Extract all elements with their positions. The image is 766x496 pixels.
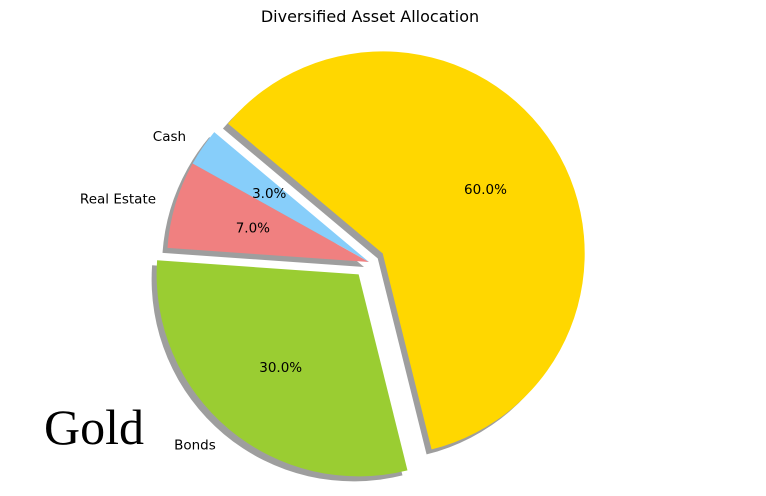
category-label-real-estate: Real Estate [80,192,156,208]
gold-annotation: Gold [44,399,144,455]
slice-labels: 60.0% 30.0% Bonds 7.0% Real Estate 3.0% Cash [80,129,507,454]
slice-bonds [156,260,408,477]
category-label-cash: Cash [153,129,186,145]
pct-label-cash: 3.0% [252,186,286,202]
slice-cash [192,132,369,262]
category-label-bonds: Bonds [174,438,216,454]
chart-title: Diversified Asset Allocation [261,7,479,26]
pct-label-real-estate: 7.0% [236,220,270,236]
pct-label-gold: 60.0% [464,182,507,198]
slice-real-estate [167,163,369,262]
pie-slices [156,51,585,477]
pct-label-bonds: 30.0% [259,360,302,376]
slice-gold [227,51,585,450]
